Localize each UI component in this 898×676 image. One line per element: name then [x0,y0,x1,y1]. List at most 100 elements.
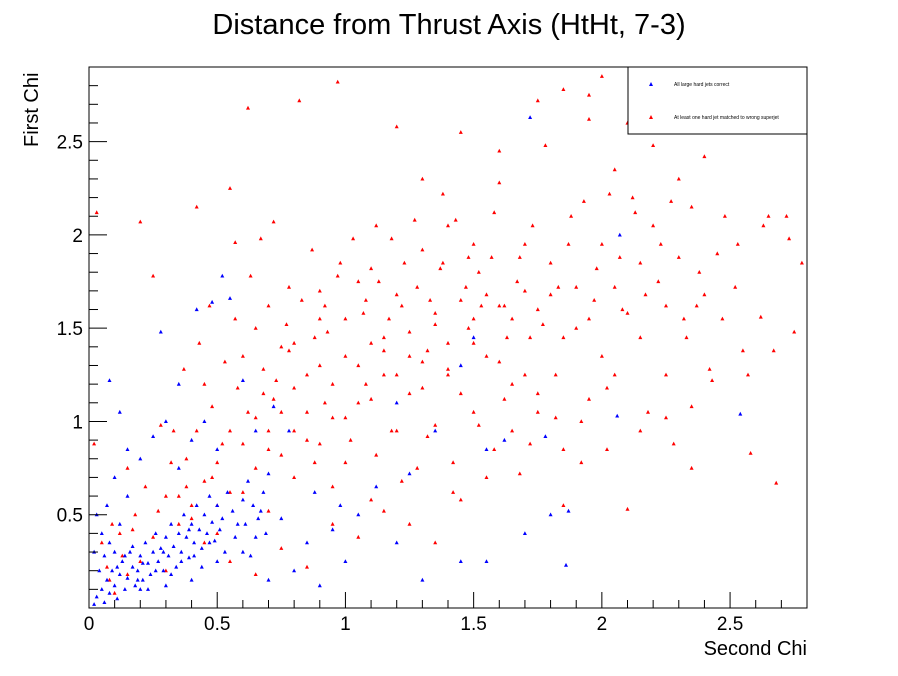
point-correct [138,553,143,558]
point-wrong [689,204,694,209]
point-wrong [207,303,212,308]
point-wrong [189,503,194,507]
point-correct [207,540,212,545]
point-wrong [151,273,156,278]
point-wrong [120,553,125,558]
point-correct [117,521,122,526]
x-tick-label: 0 [84,614,95,635]
y-tick-label: 2.5 [57,133,83,154]
point-correct [151,549,156,554]
point-wrong [284,322,289,326]
point-wrong [184,484,189,489]
point-wrong [535,391,540,396]
point-correct [143,540,148,545]
point-wrong [497,180,502,185]
point-correct [564,562,568,567]
point-wrong [253,415,258,420]
point-wrong [287,348,291,353]
point-wrong [394,372,399,377]
point-wrong [253,326,258,330]
point-correct [199,546,204,550]
point-wrong [369,266,374,271]
point-correct [97,568,102,573]
point-wrong [271,219,276,224]
point-correct [240,549,245,554]
point-wrong [746,372,750,377]
point-wrong [446,367,450,371]
point-correct [184,534,189,539]
point-wrong [233,316,238,321]
point-wrong [694,303,699,308]
point-correct [194,503,199,507]
point-wrong [543,143,548,147]
point-correct [484,447,489,451]
point-wrong [656,279,661,284]
point-wrong [292,428,297,433]
point-wrong [669,199,674,203]
point-wrong [305,564,309,569]
point-correct [94,594,99,599]
point-wrong [176,493,181,498]
point-wrong [169,460,174,465]
point-wrong [261,367,266,371]
point-correct [133,583,138,588]
point-wrong [569,214,574,218]
point-correct [374,484,379,489]
point-correct [343,559,348,563]
point-wrong [317,441,322,446]
point-correct [117,572,122,576]
point-wrong [381,508,386,513]
point-wrong [394,292,399,297]
point-wrong [210,475,215,479]
point-wrong [792,329,797,334]
point-wrong [671,441,676,446]
point-wrong [415,465,420,470]
point-wrong [720,316,725,321]
point-correct [112,549,117,554]
point-wrong [463,284,468,289]
point-wrong [471,316,476,321]
point-wrong [194,428,199,433]
point-wrong [715,251,720,256]
point-wrong [138,559,143,563]
point-wrong [266,447,271,451]
x-tick-label: 0.5 [204,614,230,635]
point-correct [130,544,135,548]
point-wrong [566,242,571,246]
point-wrong [740,348,745,353]
point-wrong [258,236,263,241]
point-wrong [761,223,766,228]
point-correct [107,540,112,545]
point-correct [246,478,250,483]
point-wrong [528,441,533,446]
point-correct [158,329,163,334]
y-axis-label: First Chi [21,73,43,147]
point-correct [166,553,171,558]
point-correct [156,559,161,563]
point-wrong [143,484,148,489]
point-wrong [689,404,694,409]
point-correct [243,521,248,526]
point-correct [138,587,143,591]
point-wrong [451,460,456,465]
point-wrong [363,381,368,386]
point-wrong [317,316,322,321]
point-wrong [517,255,522,259]
point-wrong [317,363,322,368]
point-correct [140,577,145,582]
point-correct [484,559,489,563]
point-correct [130,564,135,569]
point-wrong [312,460,317,465]
point-wrong [202,478,207,483]
point-wrong [374,223,379,228]
point-wrong [638,428,643,433]
points-layer [92,74,804,606]
point-wrong [440,260,445,265]
point-wrong [415,284,420,289]
point-wrong [528,335,533,340]
point-wrong [240,441,245,446]
point-wrong [681,316,686,321]
point-wrong [322,303,327,308]
point-correct [179,559,184,563]
